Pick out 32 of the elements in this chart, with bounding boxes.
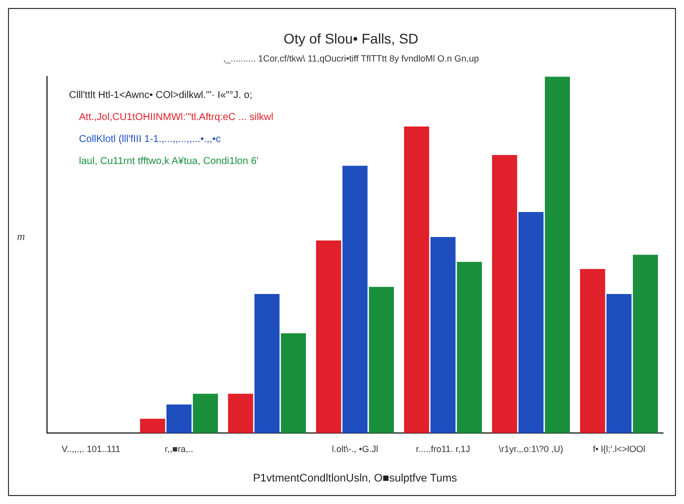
text: Att.,Jol,CU1tOHIINMWl:'"tl.Aftrq:eC ... silkwl [78, 111, 274, 125]
x-tick-label: r.....fro11. r,1J [416, 444, 470, 454]
x-axis-title: P1vtmentCondltlonUsln, O■sulptfve Tums [252, 472, 458, 484]
bar [404, 126, 430, 433]
bar [368, 286, 394, 433]
text: m [17, 231, 25, 243]
bar [430, 236, 456, 433]
bar [342, 166, 368, 433]
x-tick-label: V..,,.,. 101..111 [62, 444, 120, 454]
bar [280, 333, 306, 433]
bar [456, 262, 482, 433]
bar [140, 418, 166, 433]
chart-subtitle: ,_.......... 1Cor,cf/tkw\ 11,qOucri•tiff TflTTtt 8y fvndloMl O.n Gn,up [223, 54, 479, 64]
text: CollKlotl (lll'fIII 1-1.,...,,...,,...•.,,•c [78, 133, 222, 147]
bar [254, 294, 280, 433]
x-tick-label: r,,■ra,.. [164, 444, 194, 454]
legend-title: Clll'ttlt Htl-1<Awnc• COl>dilkwl.'"· I«"°J. o; [69, 89, 254, 103]
bar [632, 254, 658, 433]
x-tick-label: f• l{l;'.l<>lOOl [592, 444, 646, 454]
bar [166, 404, 192, 433]
text: laul, Cu11rnt tfftwo,k A¥tua, Condi1lon 6' [78, 155, 260, 169]
bar [606, 294, 632, 433]
x-tick-label: \r1yr.,.o:1\?0 ,U) [498, 444, 564, 454]
bar [580, 269, 606, 433]
chart-title: Oty of Slou• Falls, SD [284, 30, 418, 46]
bar [492, 155, 518, 433]
bar [228, 394, 254, 433]
bar [544, 76, 570, 433]
x-tick-label: l.olt\-., •G.Jl [332, 444, 378, 454]
bar [192, 394, 218, 433]
bar [316, 240, 342, 433]
bar [518, 212, 544, 433]
